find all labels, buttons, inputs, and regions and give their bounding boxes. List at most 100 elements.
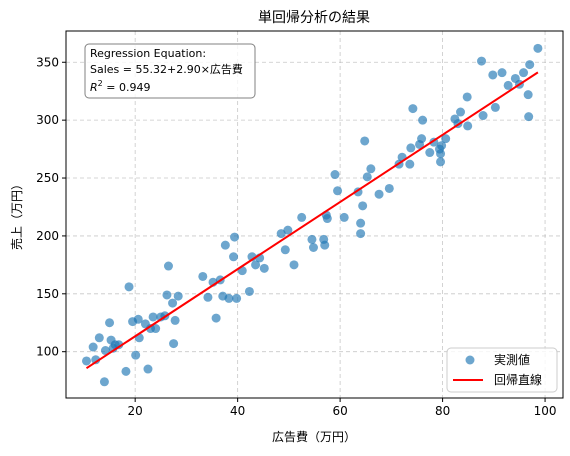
data-point <box>100 346 110 356</box>
annotation-line-1: Regression Equation: <box>90 47 206 60</box>
data-point <box>333 186 343 196</box>
data-point <box>124 282 134 292</box>
r2-value: = 0.949 <box>103 81 151 94</box>
plot-frame <box>65 30 564 399</box>
data-point <box>360 136 370 146</box>
data-point <box>406 143 416 153</box>
data-point <box>276 229 286 239</box>
data-point <box>437 141 447 151</box>
data-point <box>497 68 507 78</box>
x-tick-label: 60 <box>332 404 347 418</box>
data-point <box>168 298 178 308</box>
data-point <box>356 218 366 228</box>
data-point <box>211 313 221 323</box>
data-point <box>94 333 104 343</box>
data-point <box>289 260 299 270</box>
annotation-line-3: R2 = 0.949 <box>90 79 150 94</box>
annotation-line-2: Sales = 55.32+2.90×広告費 <box>90 62 243 76</box>
data-point <box>251 260 261 270</box>
data-point <box>436 157 446 167</box>
regression-line-segment <box>85 71 539 370</box>
data-point <box>462 92 472 102</box>
data-point <box>280 245 290 255</box>
data-point <box>524 112 534 122</box>
data-point <box>533 43 543 53</box>
data-point <box>418 115 428 125</box>
data-point <box>320 240 330 250</box>
data-point <box>91 355 101 365</box>
data-point <box>121 366 131 376</box>
data-point <box>374 189 384 199</box>
data-point <box>148 312 158 322</box>
data-point <box>203 292 213 302</box>
data-point <box>229 252 239 262</box>
legend: 実測値 回帰直線 <box>446 347 558 393</box>
data-point <box>173 291 183 301</box>
data-point <box>417 134 427 144</box>
chart-title: 単回帰分析の結果 <box>258 9 370 26</box>
data-point <box>356 229 366 239</box>
y-tick-label: 200 <box>36 229 59 243</box>
data-point <box>151 324 161 334</box>
y-tick-label: 250 <box>36 171 59 185</box>
data-point <box>519 68 529 78</box>
data-point <box>224 293 234 303</box>
data-point <box>244 286 254 296</box>
data-point <box>456 107 466 117</box>
x-tick-label: 100 <box>534 404 557 418</box>
data-point <box>362 172 372 182</box>
data-point <box>131 350 141 360</box>
data-point <box>523 90 533 100</box>
y-tick-label: 100 <box>36 345 59 359</box>
data-point <box>308 242 318 252</box>
data-point <box>339 212 349 222</box>
x-tick-label: 40 <box>230 404 245 418</box>
data-point <box>105 318 115 328</box>
x-axis-label: 広告費（万円） <box>272 429 356 444</box>
data-point <box>384 183 394 193</box>
regression-line <box>85 71 539 370</box>
data-point <box>436 149 446 159</box>
data-point <box>230 232 240 242</box>
legend-marker-scatter <box>465 355 475 365</box>
data-point <box>198 271 208 281</box>
data-point <box>133 314 143 324</box>
annotation-box: Regression Equation: Sales = 55.32+2.90×… <box>84 43 256 99</box>
data-point <box>503 80 513 90</box>
data-point <box>169 339 179 349</box>
data-point <box>408 104 418 114</box>
data-point <box>322 214 332 224</box>
data-point <box>220 240 230 250</box>
data-point <box>162 290 172 300</box>
x-tick-label: 20 <box>128 404 143 418</box>
r2-superscript: 2 <box>98 79 103 88</box>
data-point <box>488 70 498 80</box>
data-point <box>358 201 368 211</box>
data-point <box>88 342 98 352</box>
y-tick-label: 300 <box>36 113 59 127</box>
y-tick-label: 350 <box>36 55 59 69</box>
data-point <box>477 56 487 66</box>
x-tick-label: 80 <box>435 404 450 418</box>
data-point <box>143 364 153 374</box>
y-axis-label: 売上（万円） <box>9 178 24 250</box>
data-point <box>463 121 473 131</box>
data-point <box>114 340 124 350</box>
data-point <box>405 159 415 169</box>
data-point <box>425 148 435 158</box>
data-point <box>163 261 173 271</box>
data-point <box>525 60 535 70</box>
legend-label-scatter: 実測値 <box>494 352 530 367</box>
data-point <box>307 234 317 244</box>
data-point <box>81 356 91 366</box>
data-point <box>366 164 376 174</box>
data-point <box>259 263 269 273</box>
data-point <box>330 170 340 180</box>
legend-label-line: 回帰直線 <box>494 372 542 387</box>
y-tick-label: 150 <box>36 287 59 301</box>
data-point <box>441 134 451 144</box>
x-axis-ticks: 20 40 60 80 100 <box>128 398 557 418</box>
r2-symbol: R <box>90 81 98 94</box>
data-point <box>283 225 293 235</box>
